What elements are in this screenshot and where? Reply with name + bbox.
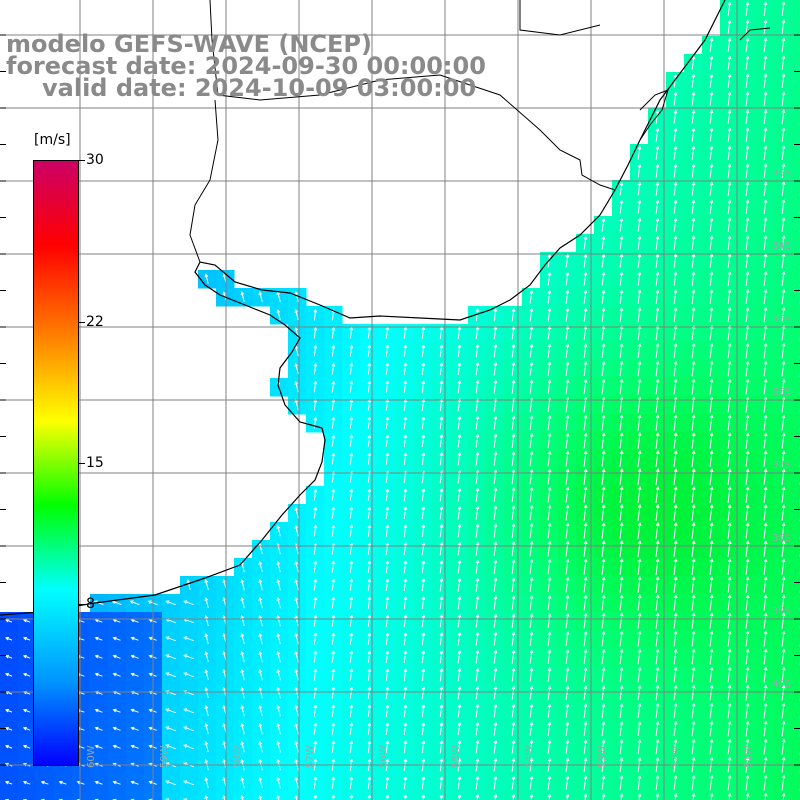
lon-label: 51W (743, 745, 754, 768)
lon-label: 60W (86, 745, 97, 768)
border-north (519, 0, 601, 36)
lon-label: 52W (670, 745, 681, 768)
lat-label: 35S (772, 168, 792, 179)
lon-label: 56W (378, 745, 389, 768)
lon-label: 58W (232, 745, 243, 768)
colorbar-tick-label: 22 (86, 313, 104, 330)
lat-label: 35S (772, 314, 792, 325)
lon-label: 57W (305, 745, 316, 768)
country-border (209, 0, 616, 191)
lat-label: 39S (772, 606, 792, 617)
valid-date: valid date: 2024-10-09 03:00:00 (42, 74, 477, 102)
lagoon-outline (639, 89, 669, 141)
colorbar-tick-mark (79, 321, 85, 323)
lat-label: 36S (772, 387, 792, 398)
lat-label: 34S (772, 241, 792, 252)
lon-label: 53W (597, 745, 608, 768)
lon-label: 59W (159, 745, 170, 768)
colorbar-tick-label: 30 (86, 152, 104, 168)
lon-label: 55W (451, 745, 462, 768)
colorbar (33, 160, 79, 766)
model-title: modelo GEFS-WAVE (NCEP) (6, 30, 372, 58)
colorbar-tick-label: 8 (86, 596, 95, 613)
river-border (189, 99, 219, 263)
colorbar-tick-mark (79, 604, 85, 606)
colorbar-tick-label: 15 (86, 455, 104, 471)
colorbar-unit: [m/s] (34, 132, 71, 148)
forecast-date: forecast date: 2024-09-30 00:00:00 (6, 52, 486, 80)
coast-island (739, 27, 771, 41)
lat-label: 37S (772, 460, 792, 471)
coastline (0, 0, 726, 616)
lon-label: 54W (524, 745, 535, 768)
map-edge-ticks (0, 34, 800, 766)
colorbar-tick-mark (79, 463, 85, 464)
lat-label: 38S (772, 533, 792, 544)
lat-label: 40S (772, 679, 792, 690)
colorbar-tick-mark (79, 160, 85, 161)
